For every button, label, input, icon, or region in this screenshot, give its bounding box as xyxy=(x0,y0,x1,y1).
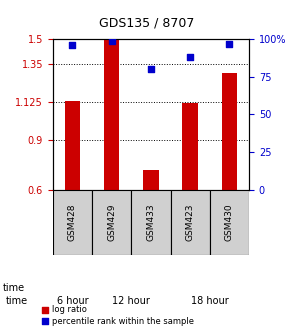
Text: 18 hour: 18 hour xyxy=(191,296,229,306)
Text: GSM429: GSM429 xyxy=(107,204,116,241)
Bar xyxy=(64,101,80,190)
Point xyxy=(109,38,114,43)
Bar xyxy=(222,73,237,190)
Point xyxy=(70,43,75,48)
Text: GSM430: GSM430 xyxy=(225,203,234,241)
Text: GSM423: GSM423 xyxy=(186,204,195,241)
Text: 12 hour: 12 hour xyxy=(112,296,150,306)
Bar xyxy=(143,170,159,190)
Text: time: time xyxy=(3,283,25,293)
FancyBboxPatch shape xyxy=(171,190,210,255)
Text: time: time xyxy=(5,296,28,306)
Bar xyxy=(104,39,120,190)
Text: 6 hour: 6 hour xyxy=(57,296,88,306)
Legend: log ratio, percentile rank within the sample: log ratio, percentile rank within the sa… xyxy=(42,305,194,325)
Text: GSM433: GSM433 xyxy=(146,203,155,241)
Text: GSM428: GSM428 xyxy=(68,204,77,241)
FancyBboxPatch shape xyxy=(131,190,171,255)
FancyBboxPatch shape xyxy=(92,190,131,255)
Point xyxy=(149,67,153,72)
Text: GDS135 / 8707: GDS135 / 8707 xyxy=(99,16,194,29)
FancyBboxPatch shape xyxy=(53,190,92,255)
Point xyxy=(188,55,193,60)
Bar xyxy=(182,103,198,190)
Point xyxy=(227,41,232,46)
FancyBboxPatch shape xyxy=(210,190,249,255)
